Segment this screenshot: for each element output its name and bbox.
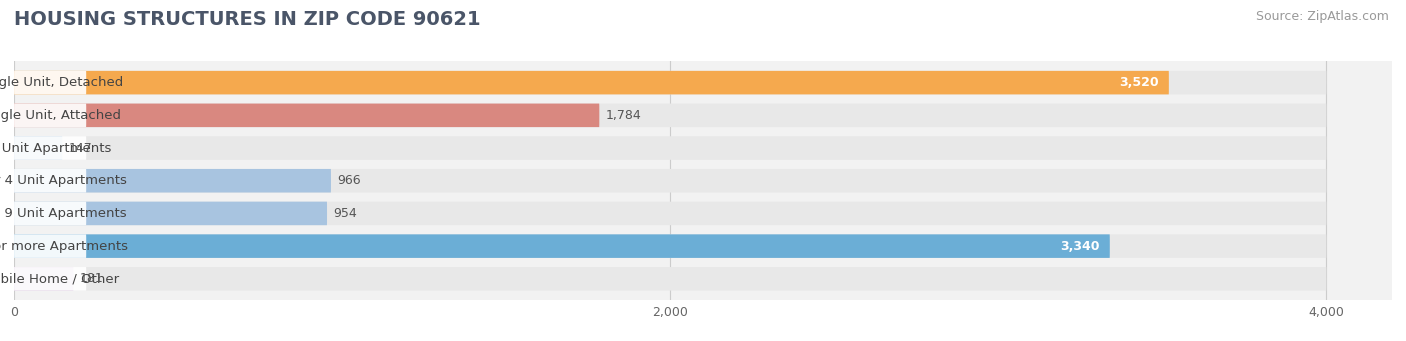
- Text: 966: 966: [337, 174, 361, 187]
- FancyBboxPatch shape: [14, 234, 1109, 258]
- Text: 1,784: 1,784: [606, 109, 641, 122]
- FancyBboxPatch shape: [14, 202, 328, 225]
- Text: Single Unit, Detached: Single Unit, Detached: [0, 76, 122, 89]
- Text: 10 or more Apartments: 10 or more Apartments: [0, 240, 128, 253]
- FancyBboxPatch shape: [14, 169, 1326, 193]
- Text: 147: 147: [69, 142, 93, 154]
- Text: Source: ZipAtlas.com: Source: ZipAtlas.com: [1256, 10, 1389, 23]
- Text: Single Unit, Attached: Single Unit, Attached: [0, 109, 121, 122]
- FancyBboxPatch shape: [14, 267, 1326, 291]
- FancyBboxPatch shape: [14, 136, 86, 160]
- Text: 3,520: 3,520: [1119, 76, 1159, 89]
- FancyBboxPatch shape: [14, 104, 86, 127]
- FancyBboxPatch shape: [14, 234, 86, 258]
- Text: HOUSING STRUCTURES IN ZIP CODE 90621: HOUSING STRUCTURES IN ZIP CODE 90621: [14, 10, 481, 29]
- FancyBboxPatch shape: [14, 104, 599, 127]
- FancyBboxPatch shape: [14, 136, 62, 160]
- FancyBboxPatch shape: [14, 267, 86, 291]
- Text: 181: 181: [80, 272, 104, 285]
- FancyBboxPatch shape: [14, 267, 73, 291]
- Text: 3 or 4 Unit Apartments: 3 or 4 Unit Apartments: [0, 174, 127, 187]
- FancyBboxPatch shape: [14, 104, 1326, 127]
- FancyBboxPatch shape: [14, 202, 86, 225]
- FancyBboxPatch shape: [14, 71, 1168, 94]
- Text: Mobile Home / Other: Mobile Home / Other: [0, 272, 120, 285]
- Text: 5 to 9 Unit Apartments: 5 to 9 Unit Apartments: [0, 207, 127, 220]
- FancyBboxPatch shape: [14, 234, 1326, 258]
- FancyBboxPatch shape: [14, 169, 86, 193]
- FancyBboxPatch shape: [14, 169, 330, 193]
- FancyBboxPatch shape: [14, 136, 1326, 160]
- FancyBboxPatch shape: [14, 71, 1326, 94]
- Text: 2 Unit Apartments: 2 Unit Apartments: [0, 142, 111, 154]
- Text: 954: 954: [333, 207, 357, 220]
- FancyBboxPatch shape: [14, 202, 1326, 225]
- Text: 3,340: 3,340: [1060, 240, 1099, 253]
- FancyBboxPatch shape: [14, 71, 86, 94]
